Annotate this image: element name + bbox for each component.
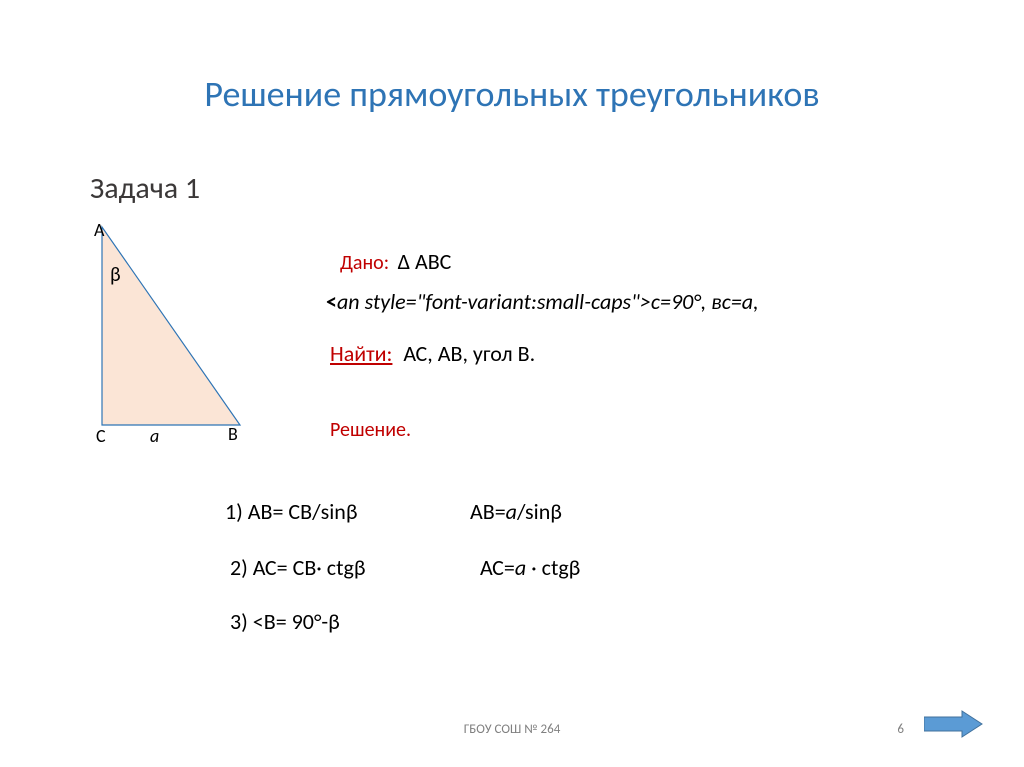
solution-label-text: Решение.	[330, 418, 411, 442]
title-text: Решение прямоугольных треугольников	[204, 72, 819, 116]
triangle-svg	[100, 225, 244, 429]
solution-label: Решение.	[330, 418, 411, 442]
step-1-right-text: АВ=a/sinβ	[470, 498, 562, 525]
angle-beta-label: β	[110, 263, 121, 287]
conditions-line: <an style="font-variant:small-caps">C=90…	[326, 288, 759, 315]
footer-text: ГБОУ СОШ № 264	[464, 722, 561, 737]
given-line: Дано: Δ ABC	[340, 248, 451, 275]
page-number-text: 6	[897, 722, 904, 737]
conditions-text: <an style="font-variant:small-caps">C=90…	[326, 288, 759, 315]
step-2-right: АС=a · ctgβ	[480, 554, 580, 581]
slide-title: Решение прямоугольных треугольников	[0, 72, 1024, 116]
step-2-right-text: АС=a · ctgβ	[480, 554, 580, 581]
step-3-left: 3) <В= 90°-β	[230, 608, 340, 635]
step-2-left: 2) АС= СВ· ctgβ	[230, 554, 366, 581]
step-3: 3) <В= 90°-β	[230, 608, 340, 635]
step-2: 2) АС= СВ· ctgβ	[230, 554, 366, 581]
step-1-left: 1) АВ= СВ/sinβ	[225, 498, 358, 525]
step-1-right: АВ=a/sinβ	[470, 498, 562, 525]
find-line: Найти: АС, АВ, угол В.	[330, 340, 535, 367]
find-text: АС, АВ, угол В.	[403, 340, 535, 367]
problem-subtitle: Задача 1	[90, 170, 200, 207]
vertex-A-label: A	[94, 219, 104, 241]
footer: ГБОУ СОШ № 264	[0, 722, 1024, 737]
find-label: Найти:	[330, 340, 392, 367]
page-number: 6	[897, 722, 904, 737]
step-1: 1) АВ= СВ/sinβ	[225, 498, 358, 525]
arrow-right-icon	[924, 709, 984, 739]
vertex-B-label: B	[228, 423, 238, 445]
given-label: Дано:	[340, 251, 389, 275]
side-a-label: a	[150, 425, 159, 447]
vertex-C-label: C	[96, 425, 106, 447]
triangle-diagram: A B C a β	[100, 225, 270, 455]
next-arrow-button[interactable]	[924, 709, 984, 739]
given-triangle-symbol: Δ ABC	[398, 248, 452, 275]
slide: Решение прямоугольных треугольников Зада…	[0, 0, 1024, 767]
subtitle-text: Задача 1	[90, 170, 200, 207]
